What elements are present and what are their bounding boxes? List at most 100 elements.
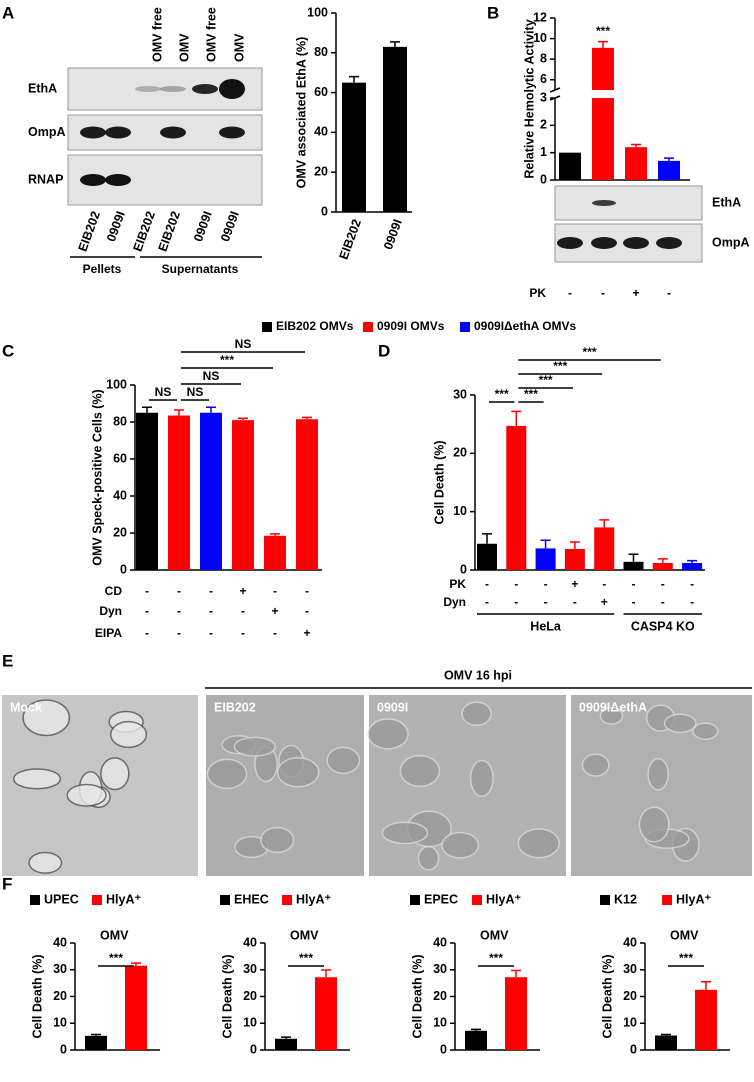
legend-swatch xyxy=(600,895,610,905)
error-bar xyxy=(390,41,400,47)
y-tick-label: 10 xyxy=(53,1016,67,1030)
error-bar xyxy=(471,1028,481,1031)
y-tick-label: 0 xyxy=(60,1042,67,1056)
condition-sign: - xyxy=(485,577,489,591)
condition-sign: + xyxy=(271,604,278,618)
legend-swatch xyxy=(662,895,672,905)
y-tick-label: 40 xyxy=(243,935,257,949)
legend-label: HlyA⁺ xyxy=(676,892,711,906)
lane-label: 0909I xyxy=(191,209,215,243)
cell xyxy=(260,826,295,854)
legend-label: 0909IΔethA OMVs xyxy=(474,319,577,333)
y-tick-label: 12 xyxy=(533,10,547,24)
cell xyxy=(22,699,71,737)
y-tick-label: 80 xyxy=(113,414,127,428)
bar xyxy=(655,1035,677,1050)
bar xyxy=(625,147,647,180)
condition-sign: - xyxy=(661,595,665,609)
significance-label: NS xyxy=(187,385,204,399)
y-tick-label: 6 xyxy=(540,72,547,86)
significance-label: NS xyxy=(235,337,252,351)
y-axis-label: Cell Death (%) xyxy=(432,440,446,524)
cell xyxy=(109,720,148,749)
y-tick-label: 1 xyxy=(540,145,547,159)
condition-sign: - xyxy=(241,626,245,640)
blot-band xyxy=(592,200,616,206)
bar xyxy=(506,425,527,570)
error-bar xyxy=(91,1033,101,1036)
lane-label: OMV free xyxy=(150,7,164,62)
condition-sign: - xyxy=(177,584,181,598)
condition-sign: - xyxy=(273,584,277,598)
y-tick-label: 40 xyxy=(433,935,447,949)
blot-band xyxy=(80,174,106,186)
condition-label: Dyn xyxy=(443,595,466,609)
group-label: Supernatants xyxy=(162,262,239,276)
group-label: CASP4 KO xyxy=(631,619,695,633)
cell xyxy=(461,701,492,727)
blot-band xyxy=(160,86,186,92)
bar xyxy=(682,563,703,570)
y-tick-label: 0 xyxy=(120,562,127,576)
significance-label: *** xyxy=(489,951,503,965)
condition-sign: - xyxy=(514,577,518,591)
significance-label: *** xyxy=(679,951,693,965)
lane-label: OMV xyxy=(177,33,191,62)
y-tick-label: 10 xyxy=(623,1016,637,1030)
cell xyxy=(206,758,248,790)
bar xyxy=(594,527,615,570)
blot-band xyxy=(591,237,617,249)
legend-swatch xyxy=(30,895,40,905)
y-tick-label: 10 xyxy=(533,31,547,45)
blot-band xyxy=(135,86,161,92)
y-tick-label: 0 xyxy=(440,1042,447,1056)
error-bar xyxy=(511,410,522,426)
y-tick-label: 60 xyxy=(113,451,127,465)
legend-label: HlyA⁺ xyxy=(106,892,141,906)
bar xyxy=(592,98,614,180)
legend-label: EIB202 OMVs xyxy=(276,319,354,333)
cell xyxy=(599,706,624,725)
bar xyxy=(200,412,222,570)
error-bar xyxy=(482,533,492,544)
significance-label: *** xyxy=(539,373,553,387)
legend-label: 0909I OMVs xyxy=(377,319,445,333)
y-axis-label: Relative Hemolytic Activity xyxy=(522,19,536,178)
condition-sign: - xyxy=(690,595,694,609)
error-bar xyxy=(598,40,608,48)
blot-band xyxy=(105,174,131,186)
bar xyxy=(85,1035,107,1050)
y-axis-label: OMV associated EthA (%) xyxy=(294,37,308,189)
bar xyxy=(136,412,158,570)
y-axis-label: Cell Death (%) xyxy=(600,954,614,1038)
condition-sign: - xyxy=(177,626,181,640)
y-tick-label: 40 xyxy=(314,125,328,139)
bar xyxy=(564,549,585,570)
bar xyxy=(232,420,254,570)
legend-swatch xyxy=(363,322,373,332)
y-tick-label: 20 xyxy=(314,164,328,178)
y-tick-label: 60 xyxy=(314,85,328,99)
bar xyxy=(264,535,286,570)
image-label: 0909I xyxy=(377,700,408,714)
error-bar xyxy=(142,406,152,413)
legend-swatch xyxy=(410,895,420,905)
significance-label: NS xyxy=(203,369,220,383)
chart-subtitle: OMV xyxy=(100,928,129,942)
y-axis-label: Cell Death (%) xyxy=(220,954,234,1038)
condition-sign: + xyxy=(632,286,639,300)
y-tick-label: 100 xyxy=(106,377,127,391)
legend-label: EPEC xyxy=(424,892,458,906)
cell xyxy=(100,757,130,791)
bar xyxy=(383,46,407,212)
error-bar xyxy=(349,75,359,83)
condition-sign: - xyxy=(485,595,489,609)
error-bar xyxy=(238,417,248,421)
lane-label: EIB202 xyxy=(155,209,182,253)
legend-label: EHEC xyxy=(234,892,269,906)
y-tick-label: 30 xyxy=(433,962,447,976)
legend-label: UPEC xyxy=(44,892,79,906)
y-tick-label: 20 xyxy=(623,989,637,1003)
bar xyxy=(168,415,190,570)
condition-sign: - xyxy=(632,595,636,609)
